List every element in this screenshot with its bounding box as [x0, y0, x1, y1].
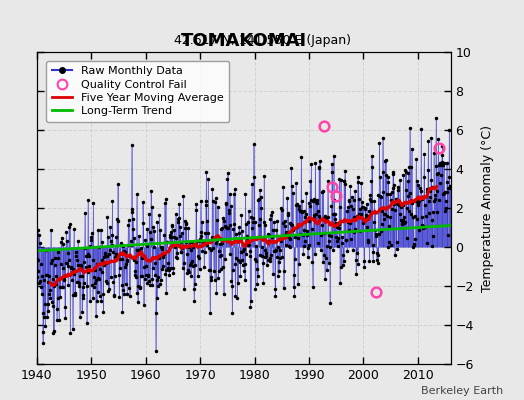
- Title: TOMAKOMAI: TOMAKOMAI: [181, 32, 307, 50]
- Text: 42.617 N, 141.550 E (Japan): 42.617 N, 141.550 E (Japan): [173, 34, 351, 47]
- Text: Berkeley Earth: Berkeley Earth: [421, 386, 503, 396]
- Legend: Raw Monthly Data, Quality Control Fail, Five Year Moving Average, Long-Term Tren: Raw Monthly Data, Quality Control Fail, …: [47, 61, 229, 122]
- Y-axis label: Temperature Anomaly (°C): Temperature Anomaly (°C): [481, 124, 494, 292]
